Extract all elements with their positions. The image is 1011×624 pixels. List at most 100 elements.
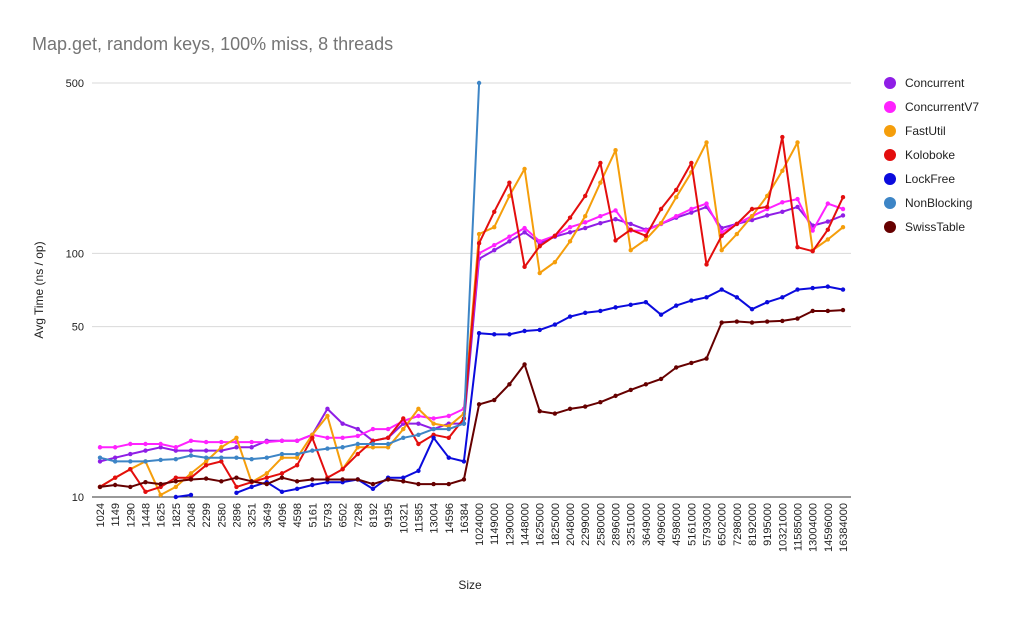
data-point [279, 489, 285, 495]
legend-item-concurrentv7[interactable]: ConcurrentV7 [884, 100, 979, 114]
x-tick-label: 1149000 [489, 503, 501, 545]
legend-item-koloboke[interactable]: Koloboke [884, 148, 955, 162]
data-point [249, 484, 254, 490]
data-point [583, 404, 588, 409]
data-point [628, 247, 633, 253]
data-point [658, 206, 664, 212]
data-point [128, 451, 133, 457]
data-point [234, 490, 239, 496]
data-point [325, 446, 330, 451]
data-point [598, 160, 603, 166]
data-point [173, 479, 179, 484]
data-point [643, 233, 649, 239]
legend-label: LockFree [905, 172, 955, 186]
data-point [689, 360, 694, 366]
data-point [294, 486, 300, 492]
data-point [749, 306, 755, 312]
x-tick-label: 9195000 [762, 503, 774, 546]
data-point [128, 441, 133, 447]
data-point [385, 426, 391, 432]
legend-item-concurrent[interactable]: Concurrent [884, 76, 965, 90]
y-tick-label: 10 [72, 492, 84, 504]
data-point [143, 480, 148, 485]
data-point [219, 455, 224, 460]
data-point [416, 481, 421, 487]
x-tick-label: 5793000 [702, 503, 714, 546]
data-point [537, 327, 542, 333]
data-point [476, 80, 482, 86]
data-point [219, 439, 224, 445]
data-point [825, 219, 831, 224]
data-point [294, 463, 300, 468]
data-point [522, 328, 527, 334]
data-point [719, 233, 724, 239]
data-point [704, 262, 709, 267]
data-point [249, 456, 254, 462]
data-point [689, 210, 694, 215]
data-point [704, 356, 709, 361]
data-point [203, 463, 209, 468]
data-point [249, 445, 254, 450]
x-tick-label: 2048 [186, 503, 198, 527]
data-point [234, 435, 239, 440]
data-point [628, 387, 633, 393]
data-point [355, 445, 360, 450]
series-nonblocking [97, 80, 482, 464]
data-point [825, 284, 831, 289]
data-point [583, 193, 588, 199]
data-point [401, 426, 406, 432]
x-tick-label: 1825000 [550, 503, 562, 546]
data-point [461, 421, 467, 426]
x-tick-label: 1024000 [474, 503, 486, 546]
data-point [643, 228, 649, 233]
legend-item-lockfree[interactable]: LockFree [884, 172, 955, 186]
data-point [219, 459, 224, 464]
data-point [658, 376, 664, 382]
data-point [188, 453, 194, 458]
data-point [643, 237, 649, 242]
data-point [749, 320, 755, 325]
data-point [401, 416, 406, 421]
data-point [613, 238, 618, 243]
legend-item-fastutil[interactable]: FastUtil [884, 124, 946, 138]
data-point [431, 416, 436, 421]
legend-item-swisstable[interactable]: SwissTable [884, 220, 965, 234]
data-point [431, 421, 436, 426]
data-point [461, 459, 467, 464]
x-tick-label: 1024 [95, 503, 107, 527]
data-point [264, 475, 269, 480]
data-point [310, 448, 315, 453]
data-point [279, 475, 285, 480]
data-point [674, 214, 679, 219]
legend-marker [884, 77, 896, 89]
data-point [613, 305, 618, 310]
data-point [325, 413, 330, 419]
data-point [780, 295, 785, 300]
data-point [552, 233, 558, 239]
data-point [598, 308, 603, 314]
y-tick-label: 50 [72, 322, 84, 334]
data-point [158, 492, 163, 498]
legend-item-nonblocking[interactable]: NonBlocking [884, 196, 972, 210]
data-point [325, 435, 330, 440]
data-point [370, 438, 376, 444]
data-point [173, 448, 179, 453]
x-tick-label: 16384 [459, 503, 471, 534]
data-point [355, 426, 360, 432]
data-point [583, 214, 588, 219]
x-tick-label: 1448000 [520, 503, 532, 546]
data-point [764, 213, 770, 218]
data-point [416, 468, 421, 474]
data-point [507, 193, 512, 199]
data-point [825, 308, 831, 314]
x-tick-label: 2896000 [611, 503, 623, 546]
data-point [234, 445, 239, 450]
data-point [613, 208, 618, 213]
data-point [476, 402, 482, 407]
data-point [658, 312, 664, 317]
data-point [385, 477, 391, 482]
data-point [537, 239, 542, 244]
data-point [234, 455, 239, 460]
data-point [385, 445, 391, 450]
legend-label: Concurrent [905, 76, 965, 90]
